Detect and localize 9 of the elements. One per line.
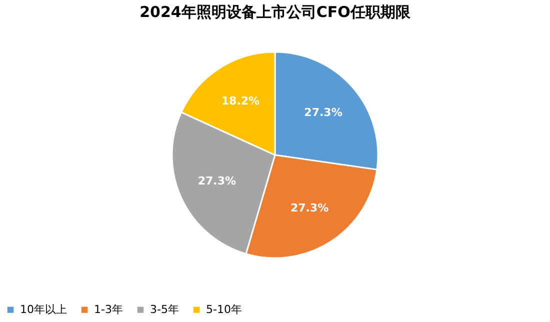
legend-label: 3-5年 (150, 302, 179, 316)
legend-label: 1-3年 (94, 302, 123, 316)
data-label: 27.3% (290, 202, 329, 215)
data-label: 27.3% (304, 106, 342, 120)
data-label: 18.2% (221, 94, 260, 108)
data-label: 27.3% (198, 174, 236, 188)
chart-title: 2024年照明设备上市公司CFO任职期限 (140, 3, 412, 21)
legend-label: 5-10年 (206, 302, 242, 316)
legend-label: 10年以上 (20, 302, 67, 316)
